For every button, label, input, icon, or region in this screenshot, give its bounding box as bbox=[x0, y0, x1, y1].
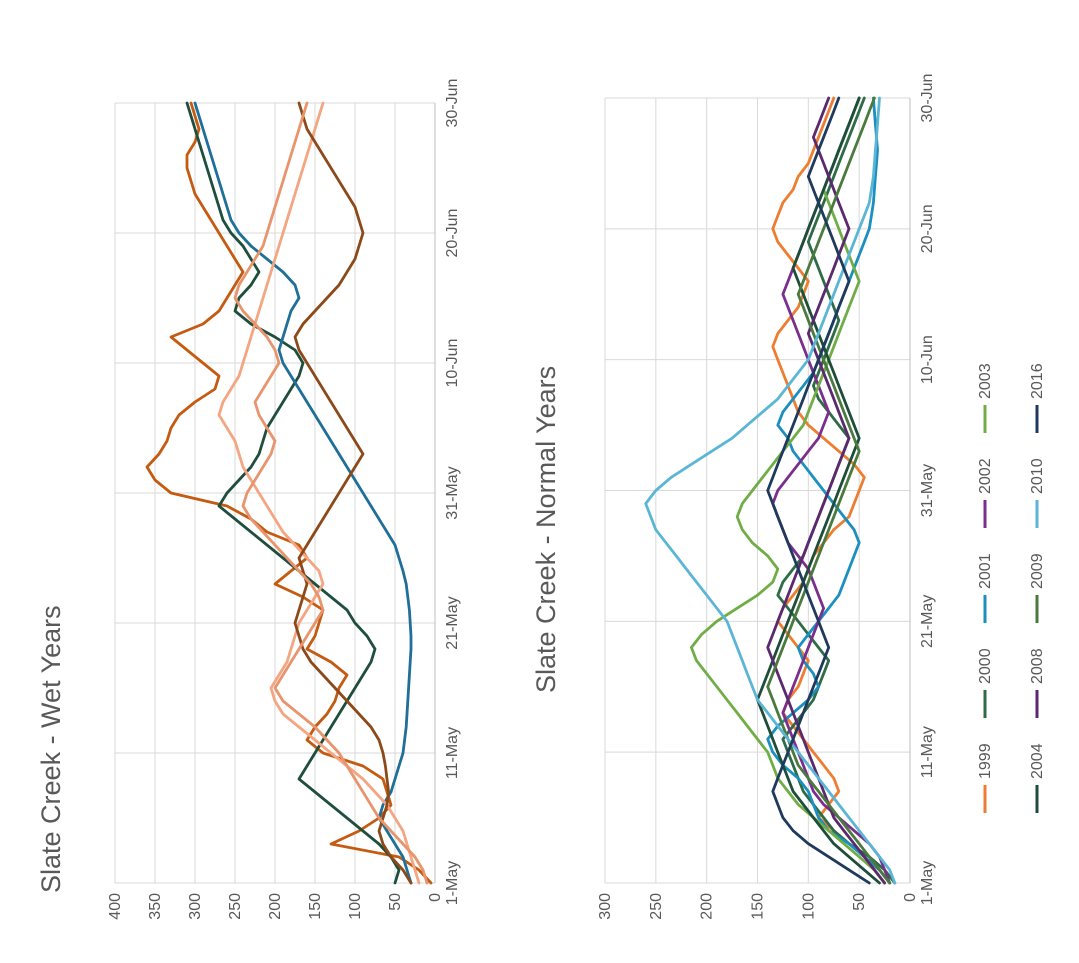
y-tick-label: 200 bbox=[267, 893, 284, 920]
y-tick-label: 250 bbox=[648, 893, 665, 920]
y-tick-label: 0 bbox=[902, 893, 919, 902]
legend-label: 2016 bbox=[1029, 363, 1046, 399]
chart-1: Slate Creek - Wet Years 0 50 100 150 200 250 30… bbox=[36, 79, 461, 920]
x-tick-label: 10-Jun bbox=[444, 339, 461, 388]
legend-label: 1999 bbox=[977, 743, 994, 779]
y-tick-label: 150 bbox=[307, 893, 324, 920]
x-tick-label: 1-May bbox=[919, 861, 936, 905]
y-tick-label: 400 bbox=[107, 893, 124, 920]
legend-label: 2003 bbox=[977, 363, 994, 399]
legend-label: 2008 bbox=[1029, 648, 1046, 684]
x-tick-label: 21-May bbox=[919, 595, 936, 648]
x-tick-label: 30-Jun bbox=[919, 74, 936, 123]
legend-label: 2000 bbox=[977, 648, 994, 684]
legend-label: 2010 bbox=[1029, 458, 1046, 494]
x-tick-label: 20-Jun bbox=[444, 209, 461, 258]
y-tick-label: 100 bbox=[347, 893, 364, 920]
legend-label: 2009 bbox=[1029, 553, 1046, 589]
series-line-2001 bbox=[766, 96, 892, 885]
chart-legend: 1999 2000 2001 2002 2003 2004 2008 2009 2010 2016 bbox=[977, 363, 1046, 813]
x-tick-label: 20-Jun bbox=[919, 204, 936, 253]
x-tick-label: 31-May bbox=[444, 466, 461, 519]
x-tick-label: 11-May bbox=[444, 727, 461, 779]
legend-label: 2002 bbox=[977, 458, 994, 494]
series-line-2003 bbox=[690, 96, 886, 885]
series-line-2016 bbox=[766, 96, 871, 885]
legend-label: 2004 bbox=[1029, 743, 1046, 779]
y-tick-label: 300 bbox=[187, 893, 204, 920]
x-tick-label: 1-May bbox=[444, 861, 461, 905]
y-tick-label: 300 bbox=[597, 893, 614, 920]
x-tick-label: 10-Jun bbox=[919, 335, 936, 384]
x-tick-label: 31-May bbox=[919, 464, 936, 517]
chart-title: Slate Creek - Wet Years bbox=[36, 605, 66, 893]
y-tick-label: 100 bbox=[800, 893, 817, 920]
y-tick-label: 200 bbox=[699, 893, 716, 920]
series-line-6 bbox=[233, 101, 429, 885]
series-line-4 bbox=[217, 101, 421, 885]
y-tick-label: 250 bbox=[227, 893, 244, 920]
series-line-2004 bbox=[756, 96, 881, 885]
series-line-5 bbox=[293, 101, 413, 885]
series-line-1999 bbox=[771, 96, 892, 885]
series-line-2 bbox=[185, 101, 401, 885]
legend-label: 2001 bbox=[977, 553, 994, 589]
x-tick-label: 21-May bbox=[444, 596, 461, 649]
y-tick-label: 50 bbox=[851, 893, 868, 911]
series-line-3 bbox=[193, 101, 413, 885]
series-line-2010 bbox=[644, 96, 897, 885]
y-tick-label: 350 bbox=[147, 893, 164, 920]
x-tick-label: 11-May bbox=[919, 726, 936, 778]
y-tick-label: 150 bbox=[750, 893, 767, 920]
series-line-1 bbox=[145, 101, 433, 885]
series-line-2009 bbox=[766, 96, 892, 885]
series-line-2008 bbox=[766, 96, 886, 885]
chart-2: Slate Creek - Normal Years 0 50 100 150 200 25… bbox=[531, 74, 1046, 920]
y-tick-label: 0 bbox=[427, 893, 444, 902]
chart-title: Slate Creek - Normal Years bbox=[531, 366, 561, 693]
y-tick-label: 50 bbox=[387, 893, 404, 911]
x-tick-label: 30-Jun bbox=[444, 79, 461, 128]
